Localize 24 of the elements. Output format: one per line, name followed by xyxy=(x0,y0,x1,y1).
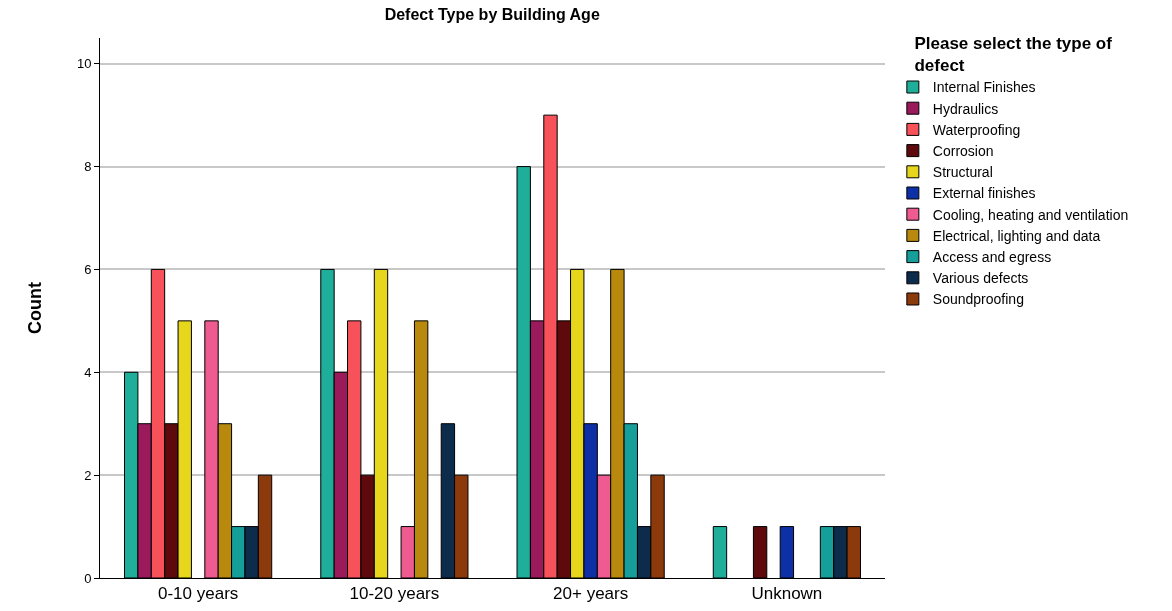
legend-label: Structural xyxy=(932,164,993,181)
legend-label: Corrosion xyxy=(932,143,994,160)
y-tick-label: 6 xyxy=(84,261,92,277)
y-tick-label: 2 xyxy=(84,467,92,483)
y-tick-label: 8 xyxy=(84,159,92,175)
x-tick-label: 0-10 years xyxy=(157,584,239,604)
legend-label: Cooling, heating and ventilation xyxy=(932,206,1129,223)
legend-label: Various defects xyxy=(932,270,1029,287)
y-tick-label: 0 xyxy=(84,570,92,586)
y-tick-label: 4 xyxy=(84,364,92,380)
legend-label: Soundproofing xyxy=(932,291,1024,308)
y-tick-label: 10 xyxy=(76,56,92,72)
legend-label: Hydraulics xyxy=(932,100,999,117)
x-tick-label: 20+ years xyxy=(553,584,629,604)
legend-label: Waterproofing xyxy=(932,121,1021,138)
x-tick-label: 10-20 years xyxy=(349,584,440,604)
legend-label: External finishes xyxy=(932,185,1036,202)
legend-label: Electrical, lighting and data xyxy=(932,227,1101,244)
y-axis-title: Count xyxy=(25,282,46,334)
chart-title: Defect Type by Building Age xyxy=(384,6,600,24)
legend-label: Internal Finishes xyxy=(932,79,1036,96)
legend-label: Access and egress xyxy=(932,249,1052,266)
legend-title: Please select the type of defect xyxy=(914,34,1113,76)
x-tick-label: Unknown xyxy=(751,584,823,604)
